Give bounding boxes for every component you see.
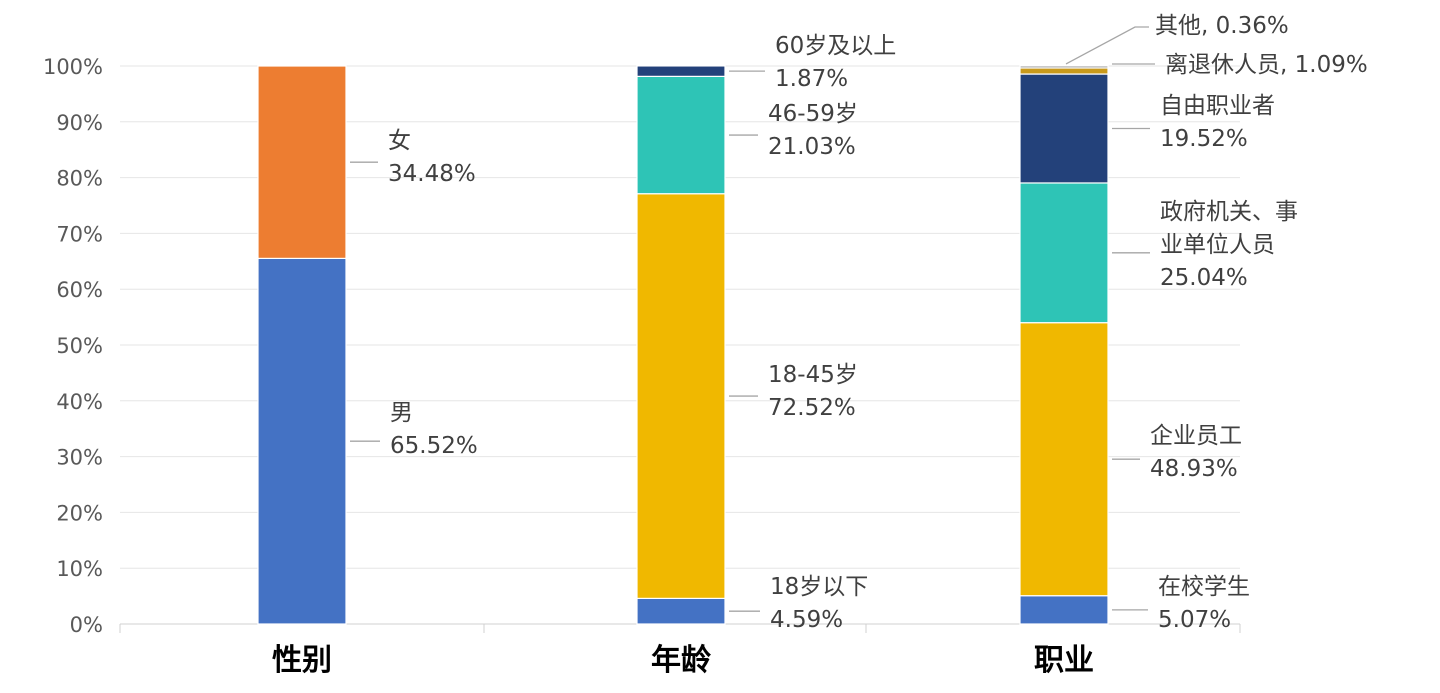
y-tick-label: 20% [56,501,103,525]
bar-segment [636,597,726,625]
category-label: 性别 [272,643,332,678]
data-label: 企业员工 [1150,423,1242,449]
data-label: 政府机关、事 [1160,199,1298,225]
data-label: 在校学生 [1158,574,1250,600]
data-label: 业单位人员 [1160,232,1275,258]
data-label: 25.04% [1160,265,1248,291]
y-tick-label: 50% [56,334,103,358]
bar-segment [1019,322,1109,597]
data-label: 自由职业者 [1160,93,1275,119]
bar-segment [1019,595,1109,625]
data-label: 34.48% [388,161,476,187]
data-label: 男 [390,400,413,426]
y-tick-label: 100% [43,55,103,79]
y-tick-label: 30% [56,446,103,470]
data-label: 46-59岁 [768,101,858,127]
data-label: 65.52% [390,433,478,459]
data-label: 女 [388,128,411,154]
data-label: 60岁及以上 [775,33,896,59]
category-label: 年龄 [651,643,712,678]
category-label: 职业 [1034,643,1094,678]
leader-line [1065,26,1149,65]
bars [257,65,1109,625]
y-tick-label: 70% [56,222,103,246]
data-label: 19.52% [1160,126,1248,152]
data-label: 4.59% [770,607,843,633]
bar-segment [257,65,347,259]
data-label: 离退休人员, 1.09% [1165,52,1368,78]
y-tick-label: 80% [56,167,103,191]
y-tick-label: 90% [56,111,103,135]
data-label: 其他, 0.36% [1155,13,1289,39]
y-tick-label: 60% [56,278,103,302]
data-label: 48.93% [1150,456,1238,482]
data-label: 72.52% [768,395,856,421]
data-label: 1.87% [775,66,848,92]
y-tick-label: 10% [56,557,103,581]
data-label: 18岁以下 [770,574,868,600]
data-label: 21.03% [768,134,856,160]
bar-segment [636,193,726,599]
bar-segment [1019,73,1109,184]
leader-lines [350,26,1155,612]
bar-segment [636,75,726,195]
category-labels: 性别 年龄 职业 [272,643,1094,678]
y-axis-ticks: 0% 10% 20% 30% 40% 50% 60% 70% 80% 90% 100% [43,55,103,637]
data-labels: 男 65.52% 女 34.48% 18岁以下 4.59% 18-45岁 72.52% 46-5… [388,13,1368,633]
bar-segment [257,257,347,625]
bar-segment [1019,65,1109,69]
bar-segment [1019,182,1109,324]
y-tick-label: 40% [56,390,103,414]
data-label: 5.07% [1158,607,1231,633]
bar-segment [636,65,726,77]
bar-segment [1019,67,1109,75]
y-tick-label: 0% [70,613,103,637]
data-label: 18-45岁 [768,362,858,388]
